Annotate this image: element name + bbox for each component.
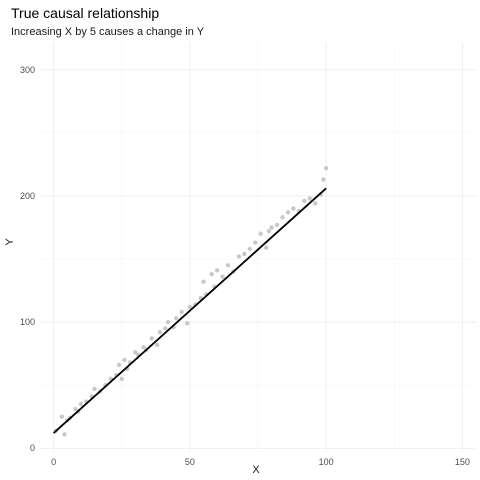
- data-point: [226, 263, 230, 267]
- data-point: [201, 279, 205, 283]
- data-point: [321, 177, 325, 181]
- data-point: [79, 402, 83, 406]
- data-point: [259, 232, 263, 236]
- data-point: [62, 432, 66, 436]
- data-point: [158, 330, 162, 334]
- data-point: [269, 225, 273, 229]
- data-point: [291, 206, 295, 210]
- data-point: [166, 320, 170, 324]
- chart-title: True causal relationship: [11, 5, 159, 21]
- data-point: [120, 377, 124, 381]
- chart-subtitle: Increasing X by 5 causes a change in Y: [11, 26, 205, 38]
- y-axis-title: Y: [4, 238, 16, 246]
- data-point: [264, 245, 268, 249]
- x-tick-label: 0: [51, 457, 56, 467]
- y-tick-label: 300: [20, 65, 35, 75]
- data-point: [275, 223, 279, 227]
- data-point: [280, 215, 284, 219]
- data-point: [308, 196, 312, 200]
- data-point: [60, 414, 64, 418]
- x-tick-label: 150: [455, 457, 470, 467]
- data-point: [150, 336, 154, 340]
- data-point: [313, 201, 317, 205]
- data-point: [215, 268, 219, 272]
- y-tick-label: 100: [20, 317, 35, 327]
- data-point: [185, 321, 189, 325]
- data-point: [237, 254, 241, 258]
- y-tick-label: 0: [30, 443, 35, 453]
- data-point: [174, 316, 178, 320]
- data-point: [267, 229, 271, 233]
- data-point: [163, 326, 167, 330]
- data-point: [302, 199, 306, 203]
- data-point: [253, 240, 257, 244]
- data-point: [92, 387, 96, 391]
- y-tick-label: 200: [20, 191, 35, 201]
- data-point: [209, 272, 213, 276]
- data-point: [324, 166, 328, 170]
- data-point: [220, 274, 224, 278]
- data-point: [248, 247, 252, 251]
- data-point: [122, 358, 126, 362]
- data-point: [286, 210, 290, 214]
- x-axis-title: X: [252, 464, 260, 476]
- data-point: [242, 252, 246, 256]
- x-tick-label: 50: [185, 457, 195, 467]
- data-point: [155, 343, 159, 347]
- data-point: [117, 363, 121, 367]
- x-tick-label: 100: [319, 457, 334, 467]
- data-point: [180, 310, 184, 314]
